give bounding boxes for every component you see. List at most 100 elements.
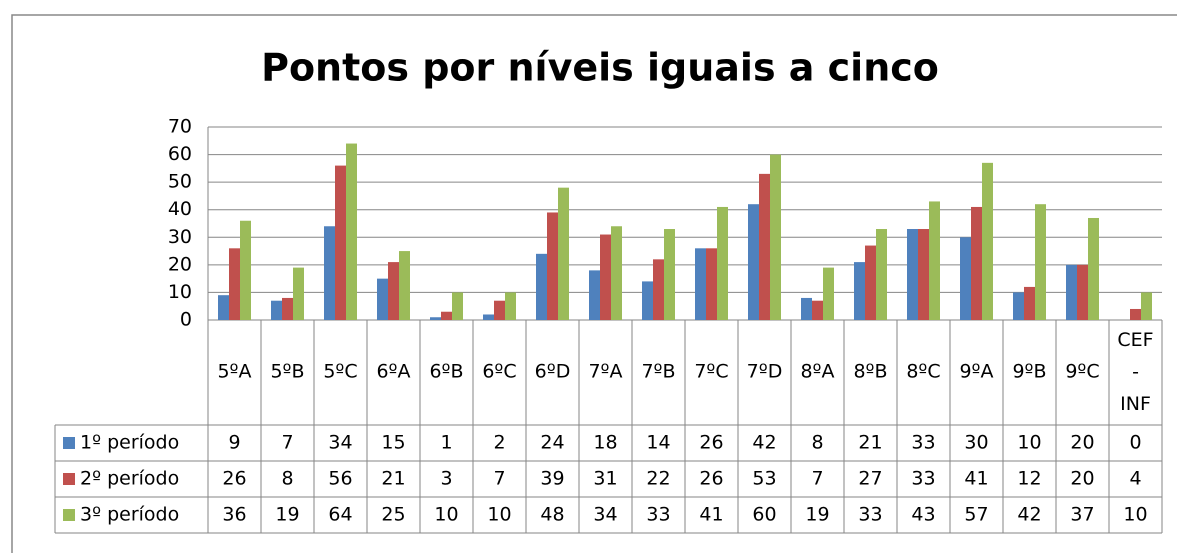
table-value: 56 [328, 468, 352, 490]
bar [399, 251, 410, 320]
table-value: 26 [699, 432, 723, 454]
bar [759, 173, 770, 320]
table-value: 4 [1129, 468, 1141, 490]
table-value: 64 [328, 504, 352, 526]
table-value: 42 [752, 432, 776, 454]
table-value: 37 [1070, 504, 1094, 526]
x-tick-label: 7ºA [588, 361, 622, 383]
bar [218, 295, 229, 320]
table-value: 26 [222, 468, 246, 490]
bar [240, 220, 251, 320]
table-value: 41 [699, 504, 723, 526]
table-value: 15 [381, 432, 405, 454]
bar [388, 262, 399, 320]
chart-title: Pontos por níveis iguais a cinco [261, 46, 939, 90]
table-value: 7 [493, 468, 505, 490]
bar [505, 292, 516, 320]
bar [335, 165, 346, 320]
x-tick-label: 5ºB [270, 361, 304, 383]
table-value: 8 [811, 432, 823, 454]
x-tick-label: 7ºD [747, 361, 783, 383]
bar [547, 212, 558, 320]
bar [271, 300, 282, 320]
bar [1066, 264, 1077, 320]
bar [377, 278, 388, 320]
bar [430, 317, 441, 320]
bar [346, 143, 357, 320]
bar [452, 292, 463, 320]
x-tick-label: 7ºC [694, 361, 728, 383]
bar [748, 204, 759, 320]
table-value: 0 [1129, 432, 1141, 454]
bar [971, 206, 982, 320]
bar [653, 259, 664, 320]
table-value: 33 [911, 468, 935, 490]
y-tick-label: 20 [168, 253, 192, 275]
bar [876, 229, 887, 320]
table-value: 25 [381, 504, 405, 526]
bar [1013, 292, 1024, 320]
bar [1088, 217, 1099, 320]
table-value: 41 [964, 468, 988, 490]
bar [801, 297, 812, 320]
table-value: 1 [440, 432, 452, 454]
bar [982, 162, 993, 320]
bar [536, 253, 547, 320]
table-value: 8 [281, 468, 293, 490]
table-value: 39 [540, 468, 564, 490]
x-tick-label: 8ºC [906, 361, 940, 383]
table-value: 43 [911, 504, 935, 526]
x-tick-label: 6ºA [376, 361, 410, 383]
x-tick-label: 9ºB [1012, 361, 1046, 383]
bar [600, 234, 611, 320]
x-tick-label: 8ºA [800, 361, 834, 383]
bar [1141, 292, 1152, 320]
table-value: 22 [646, 468, 670, 490]
bar [1077, 264, 1088, 320]
table-value: 48 [540, 504, 564, 526]
bar [642, 281, 653, 320]
table-value: 20 [1070, 468, 1094, 490]
table-value: 3 [440, 468, 452, 490]
bar [494, 300, 505, 320]
y-tick-label: 60 [168, 143, 192, 165]
bar [483, 314, 494, 320]
legend-label: 3º período [80, 504, 179, 526]
table-value: 18 [593, 432, 617, 454]
bar [1130, 308, 1141, 320]
table-value: 34 [328, 432, 352, 454]
table-value: 10 [1123, 504, 1147, 526]
table-value: 19 [805, 504, 829, 526]
table-value: 9 [228, 432, 240, 454]
legend-label: 1º período [80, 432, 179, 454]
table-value: 31 [593, 468, 617, 490]
bar [717, 206, 728, 320]
bar [865, 245, 876, 320]
table-value: 12 [1017, 468, 1041, 490]
y-tick-label: 0 [180, 309, 192, 331]
table-value: 10 [1017, 432, 1041, 454]
bar [812, 300, 823, 320]
table-value: 42 [1017, 504, 1041, 526]
table-value: 36 [222, 504, 246, 526]
bar [229, 248, 240, 320]
table-value: 24 [540, 432, 564, 454]
x-tick-label: 9ºA [959, 361, 993, 383]
bar [1035, 204, 1046, 320]
table-value: 21 [858, 432, 882, 454]
table-value: 34 [593, 504, 617, 526]
x-tick-label: 6ºB [429, 361, 463, 383]
table-value: 20 [1070, 432, 1094, 454]
bar [611, 226, 622, 320]
x-tick-label: 5ºA [217, 361, 251, 383]
x-tick-label: 7ºB [641, 361, 675, 383]
x-tick-label: 5ºC [323, 361, 357, 383]
bar [929, 201, 940, 320]
table-value: 7 [281, 432, 293, 454]
legend-swatch [63, 509, 75, 521]
table-value: 53 [752, 468, 776, 490]
bar [664, 229, 675, 320]
bar [441, 311, 452, 320]
bar [558, 187, 569, 320]
